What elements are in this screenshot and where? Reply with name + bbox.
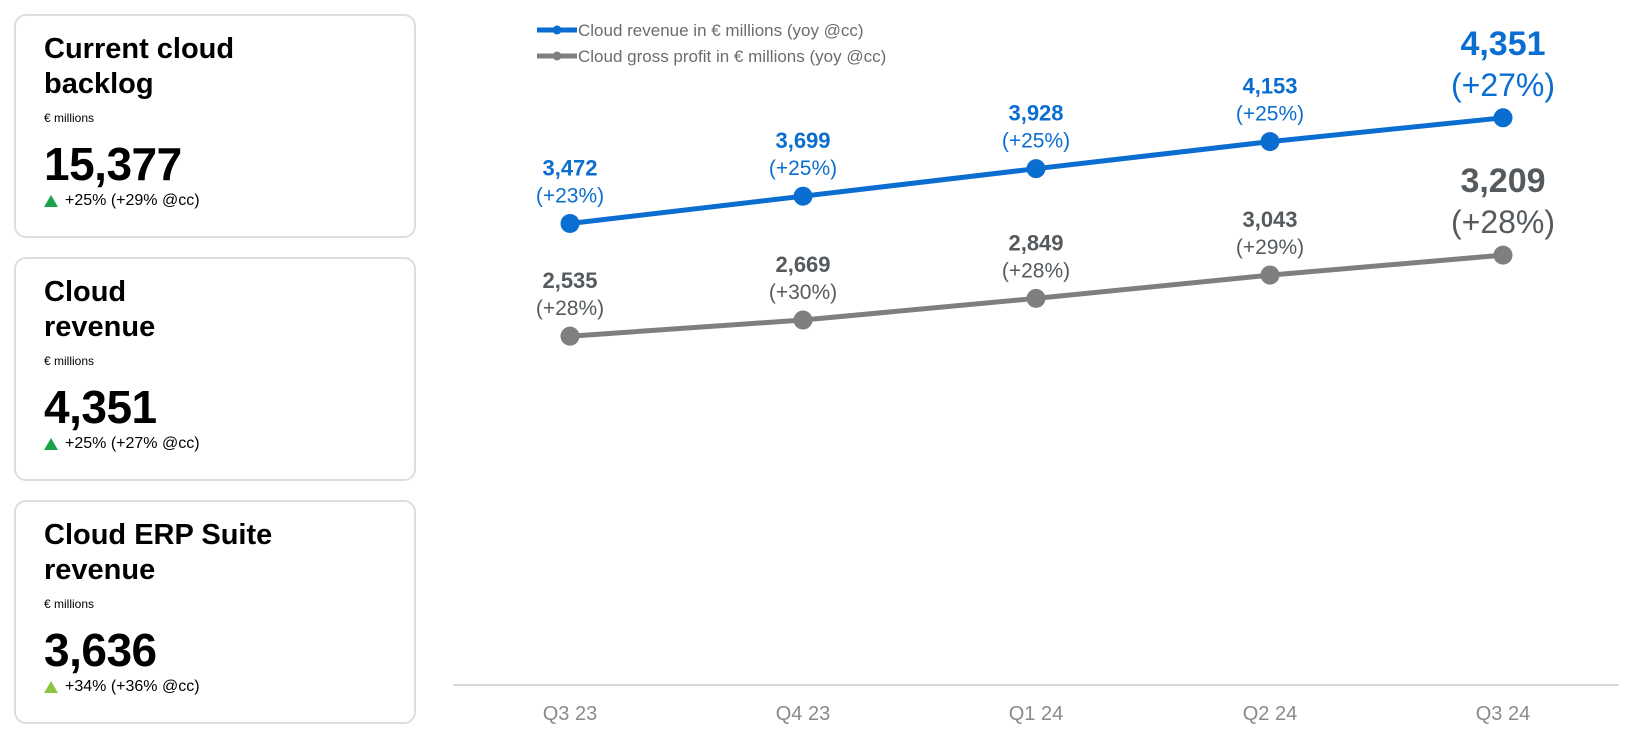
x-tick-label: Q2 24 bbox=[1243, 703, 1297, 725]
data-point bbox=[560, 326, 580, 346]
kpi-card-title: Cloud revenue bbox=[44, 276, 156, 343]
legend-marker bbox=[552, 25, 562, 35]
data-value-label: 2,849 bbox=[1008, 230, 1063, 255]
kpi-card-change-text: +25% (+27% @cc) bbox=[65, 435, 200, 452]
kpi-card: Cloud revenue € millions 4,351 +25% (+27% @… bbox=[14, 257, 416, 481]
data-point bbox=[793, 186, 813, 206]
data-change-label: (+28%) bbox=[536, 297, 604, 320]
data-point bbox=[1026, 288, 1046, 308]
data-point bbox=[1026, 159, 1046, 179]
data-value-label: 4,351 bbox=[1460, 25, 1545, 63]
data-change-label: (+25%) bbox=[769, 157, 837, 180]
data-point bbox=[560, 213, 580, 233]
kpi-card-change: +25% (+29% @cc) bbox=[44, 191, 414, 211]
data-value-label: 3,928 bbox=[1008, 101, 1063, 126]
kpi-card-unit: € millions bbox=[44, 354, 95, 368]
legend-label: Cloud gross profit in € millions (yoy @c… bbox=[578, 47, 886, 66]
data-change-label: (+27%) bbox=[1451, 67, 1555, 103]
kpi-card: Cloud ERP Suite revenue € millions 3,636 +3… bbox=[14, 500, 416, 724]
x-tick-label: Q4 23 bbox=[776, 703, 830, 725]
triangle-up-icon bbox=[44, 438, 58, 450]
kpi-card-change: +25% (+27% @cc) bbox=[44, 434, 414, 454]
data-change-label: (+25%) bbox=[1002, 130, 1070, 153]
data-value-label: 3,472 bbox=[542, 155, 597, 180]
legend-label: Cloud revenue in € millions (yoy @cc) bbox=[578, 21, 864, 40]
data-change-label: (+30%) bbox=[769, 281, 837, 304]
kpi-card-title: Cloud ERP Suite revenue bbox=[44, 519, 273, 586]
triangle-up-icon bbox=[44, 681, 58, 693]
kpi-card-value: 4,351 bbox=[44, 381, 157, 433]
data-change-label: (+23%) bbox=[536, 184, 604, 207]
kpi-card: Current cloud backlog € millions 15,377 +25… bbox=[14, 14, 416, 238]
kpi-card-unit: € millions bbox=[44, 597, 95, 611]
kpi-card-value: 15,377 bbox=[44, 138, 182, 190]
data-value-label: 3,043 bbox=[1242, 207, 1297, 232]
data-point bbox=[1493, 108, 1513, 128]
x-tick-label: Q3 23 bbox=[543, 703, 597, 725]
x-tick-label: Q3 24 bbox=[1476, 703, 1530, 725]
x-tick-label: Q1 24 bbox=[1009, 703, 1063, 725]
triangle-up-icon bbox=[44, 195, 58, 207]
data-value-label: 2,669 bbox=[775, 252, 830, 277]
kpi-card-change: +34% (+36% @cc) bbox=[44, 677, 414, 697]
data-change-label: (+28%) bbox=[1451, 204, 1555, 240]
data-change-label: (+25%) bbox=[1236, 103, 1304, 126]
data-change-label: (+29%) bbox=[1236, 236, 1304, 259]
data-value-label: 3,699 bbox=[775, 128, 830, 153]
kpi-card-value: 3,636 bbox=[44, 624, 157, 676]
kpi-card-unit: € millions bbox=[44, 111, 95, 125]
kpi-card-change-text: +34% (+36% @cc) bbox=[65, 678, 200, 695]
data-point bbox=[793, 310, 813, 330]
data-point bbox=[1260, 265, 1280, 285]
data-value-label: 4,153 bbox=[1242, 74, 1297, 99]
kpi-card-title: Current cloud backlog bbox=[44, 33, 235, 100]
data-point bbox=[1493, 245, 1513, 265]
legend-marker bbox=[552, 51, 562, 61]
data-change-label: (+28%) bbox=[1002, 259, 1070, 282]
data-value-label: 2,535 bbox=[542, 268, 597, 293]
data-point bbox=[1260, 132, 1280, 152]
kpi-card-change-text: +25% (+29% @cc) bbox=[65, 192, 200, 209]
data-value-label: 3,209 bbox=[1460, 162, 1545, 200]
